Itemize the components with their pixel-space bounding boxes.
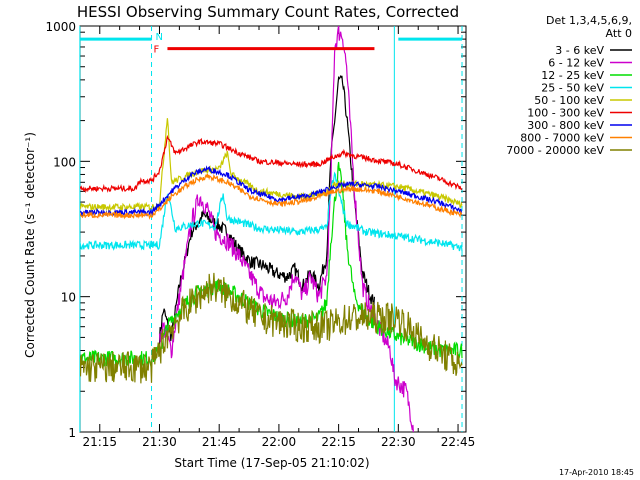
y-tick-label: 1000 — [45, 20, 76, 34]
y-tick-label: 1 — [68, 426, 76, 440]
x-tick-label: 21:45 — [202, 435, 237, 449]
legend-label: 300 - 800 keV — [527, 119, 604, 132]
legend-label: 800 - 7000 keV — [520, 132, 604, 145]
series-line — [80, 272, 463, 384]
legend-label: 25 - 50 keV — [541, 82, 604, 95]
legend-header-att: Att 0 — [606, 27, 632, 40]
y-axis-label: Corrected Count Rate (s⁻¹ detector⁻¹) — [23, 132, 37, 358]
legend-label: 6 - 12 keV — [548, 57, 604, 70]
x-axis-label: Start Time (17-Sep-05 21:10:02) — [174, 456, 369, 470]
series-line — [80, 134, 463, 194]
x-tick-label: 21:30 — [142, 435, 177, 449]
x-tick-label: 22:45 — [441, 435, 476, 449]
series-line — [158, 26, 414, 432]
x-tick-label: 21:15 — [82, 435, 117, 449]
x-tick-label: 22:30 — [381, 435, 416, 449]
legend-header-det: Det 1,3,4,5,6,9, — [546, 14, 632, 27]
legend-label: 12 - 25 keV — [541, 69, 604, 82]
flare-flag-label: F — [153, 45, 159, 56]
night-flag-label: N — [156, 32, 163, 43]
y-tick-label: 100 — [53, 155, 76, 169]
plot-area: 1 10 100 1000 21:15 21:30 21:45 22:00 22:15 22:30… — [45, 20, 475, 449]
x-tick-label: 22:00 — [262, 435, 297, 449]
legend-label: 100 - 300 keV — [527, 107, 604, 120]
legend-label: 7000 - 20000 keV — [506, 144, 604, 157]
y-tick-label: 10 — [61, 291, 76, 305]
series-line — [80, 171, 463, 252]
chart-title: HESSI Observing Summary Count Rates, Cor… — [77, 3, 459, 21]
series-line — [80, 165, 463, 217]
x-tick-label: 22:15 — [321, 435, 356, 449]
legend-label: 50 - 100 keV — [534, 94, 604, 107]
footer-timestamp: 17-Apr-2010 18:45 — [559, 468, 634, 477]
series-line — [80, 118, 463, 213]
series-line — [80, 173, 463, 220]
legend-label: 3 - 6 keV — [555, 44, 604, 57]
